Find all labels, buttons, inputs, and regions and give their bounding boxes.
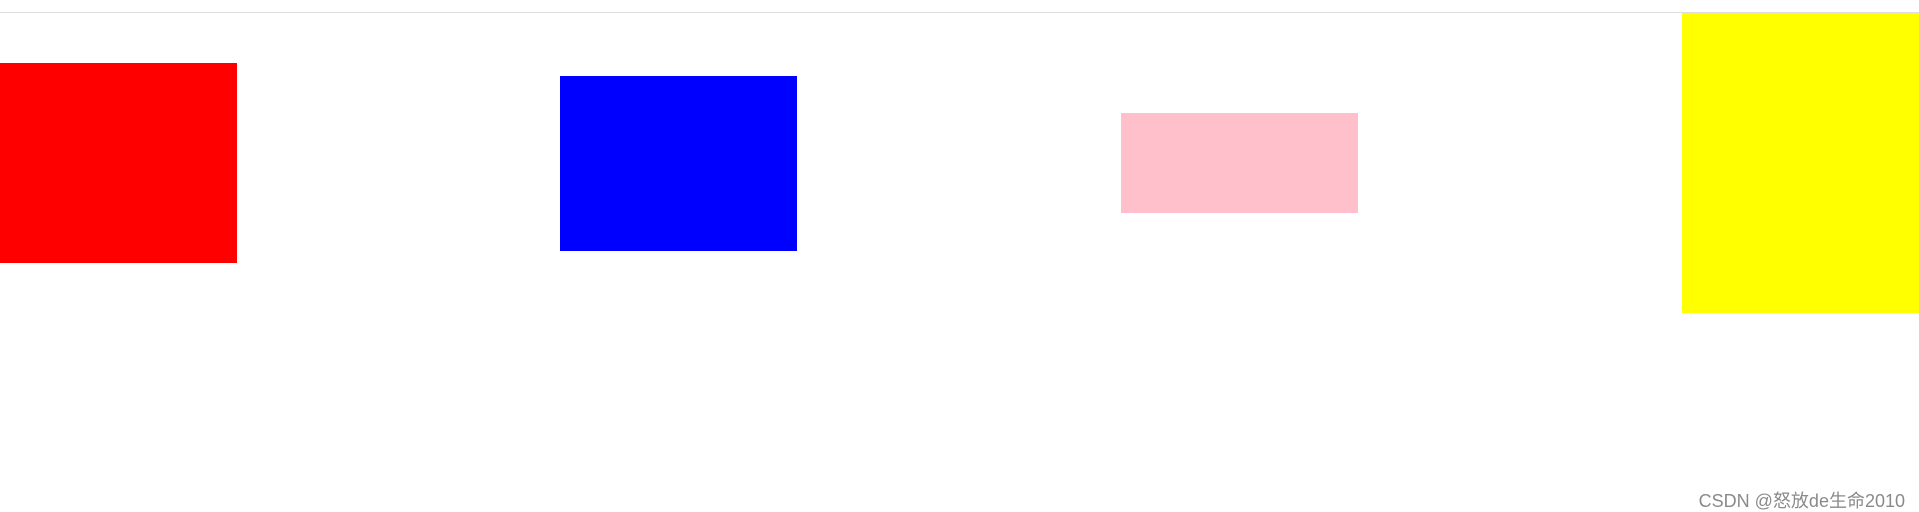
- top-border-line: [0, 12, 1919, 13]
- blue-box: [560, 76, 797, 251]
- red-box: [0, 63, 237, 263]
- csdn-watermark: CSDN @怒放de生命2010: [1698, 491, 1905, 512]
- yellow-box: [1682, 13, 1919, 313]
- pink-box: [1121, 113, 1358, 213]
